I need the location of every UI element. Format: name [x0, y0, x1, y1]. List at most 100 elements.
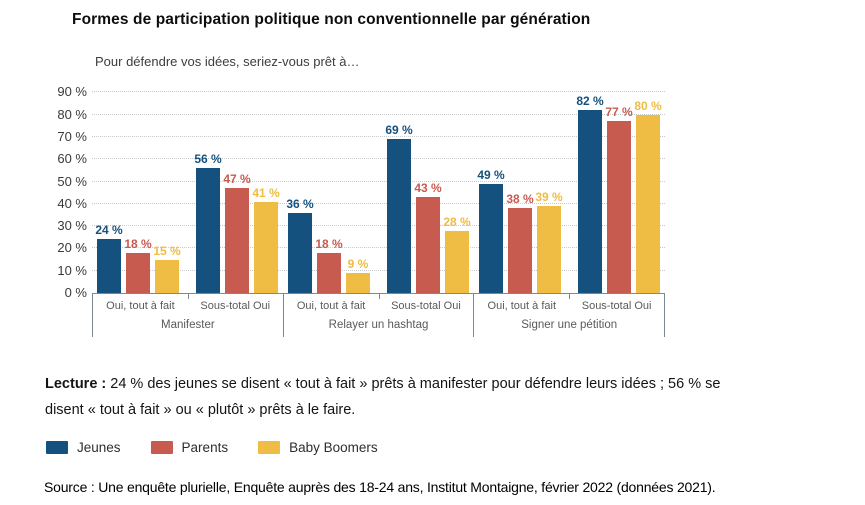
bar-value-label: 39 % [535, 190, 563, 205]
chart-legend: Jeunes Parents Baby Boomers [46, 440, 408, 455]
x-axis-group: Oui, tout à fait Sous-total Oui Manifester [92, 294, 283, 337]
bar-wrap: 28 % [443, 214, 471, 293]
legend-swatch [46, 441, 68, 454]
gridline [92, 247, 665, 249]
legend-label: Baby Boomers [289, 440, 378, 455]
gridline [92, 113, 665, 115]
bar-jeunes [479, 183, 503, 293]
bar-subgroup: 49 % 38 % 39 % [477, 167, 563, 293]
bar-value-label: 77 % [605, 105, 633, 120]
y-axis-tick-label: 40 % [57, 195, 87, 211]
x-axis-sublabel: Sous-total Oui [200, 300, 271, 312]
bar-jeunes [196, 168, 220, 293]
x-axis-group-label: Signer une pétition [521, 319, 618, 331]
y-axis-tick-label: 10 % [57, 262, 87, 278]
bar-value-label: 38 % [506, 192, 534, 207]
bar-subgroup: 36 % 18 % 9 % [286, 196, 370, 293]
x-axis-sublabel: Sous-total Oui [391, 300, 461, 312]
legend-item-parents: Parents [150, 440, 229, 455]
bar-wrap: 15 % [153, 243, 181, 293]
bars-row: 24 % 18 % 15 % 56 % 47 % 41 % 36 % 18 % 9 % 69 % 4… [92, 92, 665, 293]
bar-group-relayer-un-hashtag: 36 % 18 % 9 % 69 % 43 % 28 % [283, 92, 474, 293]
legend-label: Jeunes [77, 440, 121, 455]
chart-subtitle: Pour défendre vos idées, seriez-vous prê… [95, 54, 360, 69]
bar-wrap: 41 % [252, 185, 280, 293]
bar-parents [607, 121, 631, 293]
bar-group-signer-une-p-tition: 49 % 38 % 39 % 82 % 77 % 80 % [474, 92, 665, 293]
gridline [92, 225, 665, 227]
bar-jeunes [387, 139, 411, 293]
y-axis-tick-label: 30 % [57, 218, 87, 234]
lecture-label: Lecture : [45, 376, 107, 392]
bar-value-label: 24 % [95, 223, 123, 238]
x-axis-group: Oui, tout à fait Sous-total Oui Relayer un… [282, 294, 474, 337]
bar-value-label: 36 % [286, 196, 314, 211]
bar-parents [317, 252, 341, 293]
x-axis-sublabel: Sous-total Oui [581, 300, 652, 312]
bar-value-label: 49 % [477, 167, 505, 182]
bar-jeunes [578, 110, 602, 293]
bar-wrap: 56 % [194, 152, 222, 293]
lecture-text: 24 % des jeunes se disent « tout à fait … [45, 376, 721, 418]
bar-jeunes [97, 239, 121, 293]
y-axis-tick-label: 60 % [57, 151, 87, 167]
bar-value-label: 56 % [194, 152, 222, 167]
bar-subgroup: 24 % 18 % 15 % [95, 223, 181, 293]
x-axis-sublabel: Oui, tout à fait [296, 300, 366, 312]
bar-chart: 90 % 80 % 70 % 60 % 50 % 40 % 30 % 20 % 10 % 0 % … [38, 84, 666, 337]
plot-column: 24 % 18 % 15 % 56 % 47 % 41 % 36 % 18 % 9 % 69 % 4… [92, 91, 666, 337]
chart-title: Formes de participation politique non co… [72, 11, 591, 28]
bar-value-label: 15 % [153, 243, 181, 258]
gridline [92, 180, 665, 182]
legend-label: Parents [181, 440, 229, 455]
bar-parents [508, 208, 532, 293]
gridline [92, 269, 665, 271]
bar-wrap: 82 % [576, 94, 604, 293]
bar-group-manifester: 24 % 18 % 15 % 56 % 47 % 41 % [92, 92, 283, 293]
bar-jeunes [288, 212, 312, 293]
bar-parents [225, 188, 249, 293]
bar-baby-boomers [254, 201, 278, 293]
x-axis-group-label: Manifester [160, 319, 215, 331]
x-axis-group-label: Relayer un hashtag [328, 319, 429, 331]
bar-subgroup: 56 % 47 % 41 % [194, 152, 280, 293]
subgroup-tick [569, 294, 571, 299]
bar-value-label: 41 % [252, 185, 280, 200]
bar-wrap: 69 % [385, 124, 413, 293]
sublabel-row: Oui, tout à fait Sous-total Oui [474, 300, 664, 312]
gridline [92, 91, 665, 93]
bar-subgroup: 69 % 43 % 28 % [385, 124, 471, 293]
bar-wrap: 38 % [506, 192, 534, 293]
gridline [92, 158, 665, 160]
bar-value-label: 82 % [576, 94, 604, 109]
legend-item-jeunes: Jeunes [46, 440, 121, 455]
y-axis-labels: 90 % 80 % 70 % 60 % 50 % 40 % 30 % 20 % 10 % 0 % [38, 84, 92, 300]
x-axis-sublabel: Oui, tout à fait [106, 300, 175, 312]
bar-baby-boomers [636, 114, 660, 293]
legend-item-baby-boomers: Baby Boomers [258, 440, 378, 455]
bar-wrap: 80 % [634, 98, 662, 293]
bar-parents [416, 197, 440, 293]
gridline [92, 202, 665, 204]
bar-baby-boomers [155, 259, 179, 293]
bar-wrap: 36 % [286, 196, 314, 293]
plot-area: 24 % 18 % 15 % 56 % 47 % 41 % 36 % 18 % 9 % 69 % 4… [92, 91, 665, 293]
bar-wrap: 24 % [95, 223, 123, 293]
bar-value-label: 43 % [414, 181, 442, 196]
bar-wrap: 9 % [346, 258, 370, 293]
bar-value-label: 28 % [443, 214, 471, 229]
bar-wrap: 49 % [477, 167, 505, 293]
bar-wrap: 77 % [605, 105, 633, 293]
bar-value-label: 80 % [634, 98, 662, 113]
bar-baby-boomers [537, 206, 561, 293]
bar-subgroup: 82 % 77 % 80 % [576, 94, 662, 293]
y-axis-tick-label: 70 % [57, 128, 87, 144]
bar-wrap: 39 % [535, 190, 563, 293]
x-axis-group: Oui, tout à fait Sous-total Oui Signer une… [473, 294, 666, 337]
bar-wrap: 18 % [315, 238, 343, 293]
y-axis-tick-label: 20 % [57, 240, 87, 256]
bar-baby-boomers [346, 272, 370, 293]
bar-parents [126, 252, 150, 293]
bar-wrap: 47 % [223, 173, 251, 293]
